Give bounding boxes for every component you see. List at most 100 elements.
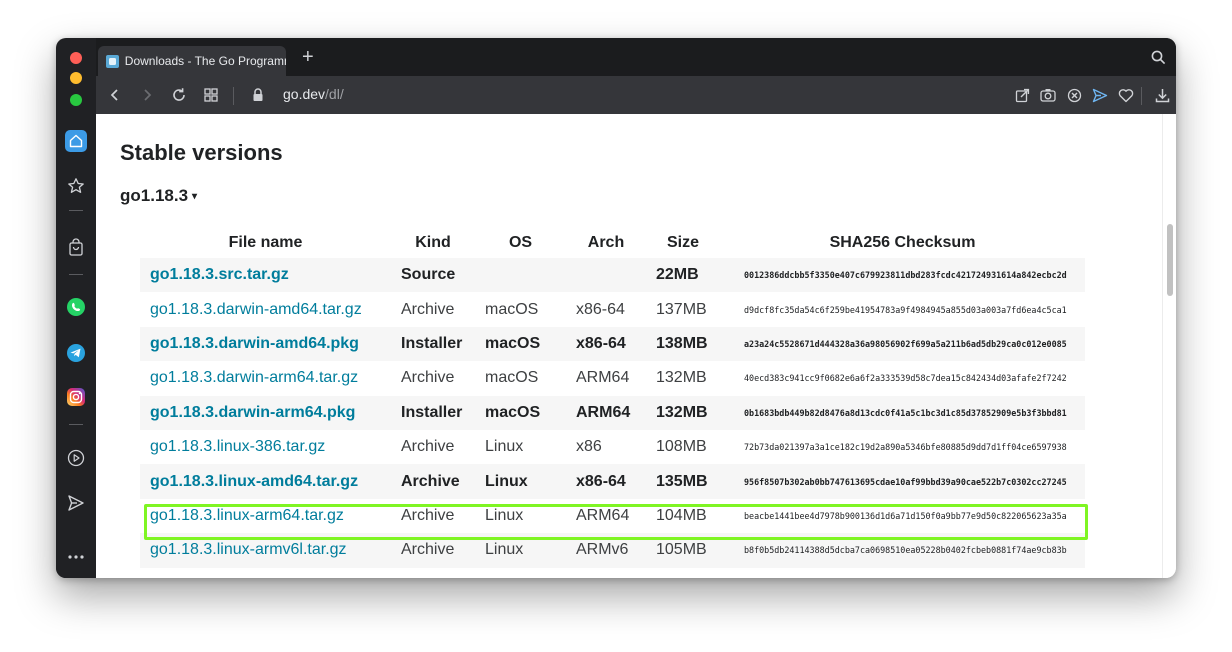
back-icon[interactable] xyxy=(105,85,125,105)
table-row: go1.18.3.darwin-amd64.tar.gz Archive mac… xyxy=(140,292,1085,327)
kind-cell: Installer xyxy=(391,395,475,430)
file-link[interactable]: go1.18.3.linux-386.tar.gz xyxy=(140,429,391,465)
whatsapp-icon[interactable] xyxy=(65,296,87,318)
telegram-icon[interactable] xyxy=(65,342,87,364)
table-row: go1.18.3.darwin-arm64.pkg Installer macO… xyxy=(140,395,1085,430)
arch-cell: ARM64 xyxy=(566,361,646,396)
checksum-cell: a23a24c5528671d444328a36a98056902f699a5a… xyxy=(720,326,1085,362)
instagram-icon[interactable] xyxy=(65,386,87,408)
kind-cell: Archive xyxy=(391,429,475,465)
share-icon[interactable] xyxy=(1012,85,1032,105)
column-header: Kind xyxy=(415,234,451,251)
zoom-window-button[interactable] xyxy=(70,94,82,106)
file-link[interactable]: go1.18.3.src.tar.gz xyxy=(140,258,391,293)
table-header-row: File name Kind OS Arch Size SHA256 Check… xyxy=(140,228,1085,258)
table-row: go1.18.3.darwin-amd64.pkg Installer macO… xyxy=(140,326,1085,362)
kind-cell: Archive xyxy=(391,292,475,327)
version-toggle[interactable]: go1.18.3 ▾ xyxy=(120,186,197,206)
send-icon[interactable] xyxy=(1090,85,1110,105)
player-icon[interactable] xyxy=(65,447,87,469)
arch-cell xyxy=(566,258,646,293)
os-cell: macOS xyxy=(475,361,566,396)
new-tab-button[interactable]: + xyxy=(302,46,314,68)
column-header: Arch xyxy=(587,234,625,251)
tab-title: Downloads - The Go Programm xyxy=(124,54,286,68)
size-cell: 108MB xyxy=(646,429,720,465)
checksum-cell: 72b73da021397a3a1ce182c19d2a890a5346bfe8… xyxy=(720,429,1085,465)
checksum-cell: b8f0b5db24114388d5dcba7ca0698510ea05228b… xyxy=(720,533,1085,568)
forward-icon[interactable] xyxy=(137,85,157,105)
table-row: go1.18.3.linux-386.tar.gz Archive Linux … xyxy=(140,429,1085,465)
bookmarks-icon[interactable] xyxy=(65,175,87,197)
kind-cell: Archive xyxy=(391,361,475,396)
sidebar xyxy=(56,114,96,578)
reload-icon[interactable] xyxy=(169,85,189,105)
vertical-scrollbar[interactable] xyxy=(1162,114,1176,578)
size-cell: 104MB xyxy=(646,498,720,534)
more-icon[interactable] xyxy=(65,546,87,568)
downloads-table: File name Kind OS Arch Size SHA256 Check… xyxy=(140,228,1085,568)
os-cell: macOS xyxy=(475,395,566,430)
file-link[interactable]: go1.18.3.darwin-amd64.pkg xyxy=(140,326,391,362)
kind-cell: Source xyxy=(391,258,475,293)
tabs-grid-icon[interactable] xyxy=(201,85,221,105)
url-path: /dl/ xyxy=(325,86,344,102)
os-cell: macOS xyxy=(475,326,566,362)
column-header: File name xyxy=(228,234,303,251)
os-cell: Linux xyxy=(475,429,566,465)
download-icon[interactable] xyxy=(1152,85,1172,105)
caret-down-icon: ▾ xyxy=(192,191,198,202)
lock-icon[interactable] xyxy=(248,85,268,105)
arch-cell: ARM64 xyxy=(566,498,646,534)
file-link[interactable]: go1.18.3.darwin-amd64.tar.gz xyxy=(140,292,391,327)
go-favicon-icon xyxy=(106,54,119,68)
browser-window: Downloads - The Go Programm + go.dev/dl/ xyxy=(56,38,1176,578)
checksum-cell: 0b1683bdb449b82d8476a8d13cdc0f41a5c1bc3d… xyxy=(720,395,1085,430)
os-cell: Linux xyxy=(475,498,566,534)
column-header: Size xyxy=(666,234,699,251)
arch-cell: x86-64 xyxy=(566,326,646,362)
scrollbar-thumb[interactable] xyxy=(1167,224,1173,296)
tab-go-downloads[interactable]: Downloads - The Go Programm xyxy=(98,46,286,76)
os-cell: macOS xyxy=(475,292,566,327)
heart-icon[interactable] xyxy=(1116,85,1136,105)
arch-cell: ARMv6 xyxy=(566,533,646,568)
kind-cell: Archive xyxy=(391,533,475,568)
os-cell: Linux xyxy=(475,533,566,568)
checksum-cell: 0012386ddcbb5f3350e407c679923811dbd283fc… xyxy=(720,258,1085,293)
camera-icon[interactable] xyxy=(1038,85,1058,105)
checksum-cell: d9dcf8fc35da54c6f259be41954783a9f4984945… xyxy=(720,292,1085,327)
file-link[interactable]: go1.18.3.darwin-arm64.tar.gz xyxy=(140,361,391,396)
speed-dial-icon[interactable] xyxy=(65,130,87,152)
tab-search-icon[interactable] xyxy=(1151,50,1166,70)
file-link[interactable]: go1.18.3.linux-armv6l.tar.gz xyxy=(140,533,391,568)
file-link[interactable]: go1.18.3.darwin-arm64.pkg xyxy=(140,395,391,430)
checksum-cell: 956f8507b302ab0bb747613695cdae10af99bbd3… xyxy=(720,464,1085,499)
checksum-cell: beacbe1441bee4d7978b900136d1d6a71d150f0a… xyxy=(720,498,1085,534)
arch-cell: x86-64 xyxy=(566,464,646,499)
sidebar-divider xyxy=(69,424,83,425)
flow-send-icon[interactable] xyxy=(65,492,87,514)
size-cell: 105MB xyxy=(646,533,720,568)
arch-cell: x86 xyxy=(566,429,646,465)
sidebar-divider xyxy=(69,210,83,211)
page-viewport: Stable versions go1.18.3 ▾ File name Kind… xyxy=(96,114,1176,578)
toolbar-divider xyxy=(233,87,234,105)
table-row: go1.18.3.linux-armv6l.tar.gz Archive Lin… xyxy=(140,533,1085,568)
table-row: go1.18.3.linux-arm64.tar.gz Archive Linu… xyxy=(140,498,1085,534)
close-window-button[interactable] xyxy=(70,52,82,64)
minimize-window-button[interactable] xyxy=(70,72,82,84)
arch-cell: x86-64 xyxy=(566,292,646,327)
file-link[interactable]: go1.18.3.linux-amd64.tar.gz xyxy=(140,464,391,499)
adblock-icon[interactable] xyxy=(1064,85,1084,105)
shopping-bag-icon[interactable] xyxy=(65,236,87,258)
table-row: go1.18.3.src.tar.gz Source 22MB 0012386d… xyxy=(140,258,1085,293)
kind-cell: Archive xyxy=(391,498,475,534)
toolbar-divider xyxy=(1141,87,1142,105)
kind-cell: Archive xyxy=(391,464,475,499)
file-link[interactable]: go1.18.3.linux-arm64.tar.gz xyxy=(140,498,391,534)
address-toolbar: go.dev/dl/ xyxy=(96,76,1176,114)
size-cell: 132MB xyxy=(646,395,720,430)
address-bar[interactable]: go.dev/dl/ xyxy=(283,86,344,102)
os-cell xyxy=(475,258,566,293)
